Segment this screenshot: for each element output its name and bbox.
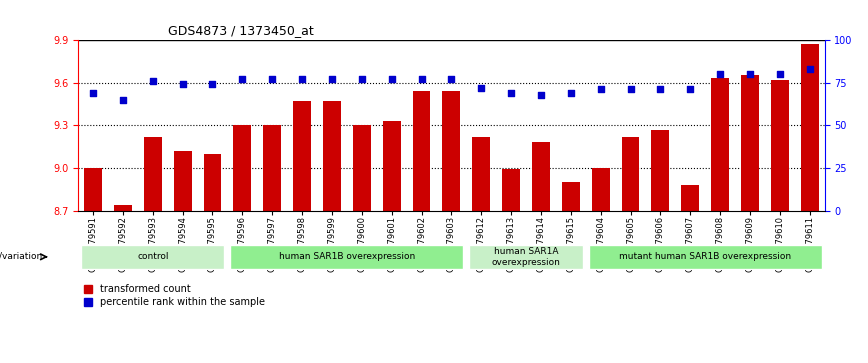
Bar bbox=[651, 130, 669, 211]
Point bbox=[295, 76, 309, 82]
Bar bbox=[323, 101, 341, 211]
Point bbox=[534, 91, 548, 97]
Bar bbox=[741, 76, 759, 211]
Bar bbox=[532, 142, 550, 211]
Bar bbox=[84, 168, 102, 211]
Text: genotype/variation: genotype/variation bbox=[0, 252, 43, 261]
Text: mutant human SAR1B overexpression: mutant human SAR1B overexpression bbox=[619, 252, 792, 261]
Legend: transformed count, percentile rank within the sample: transformed count, percentile rank withi… bbox=[83, 284, 266, 307]
Bar bbox=[621, 136, 640, 211]
Point bbox=[474, 85, 488, 91]
Bar bbox=[800, 44, 819, 211]
Text: control: control bbox=[137, 252, 168, 261]
Bar bbox=[443, 91, 460, 211]
FancyBboxPatch shape bbox=[230, 245, 464, 269]
Point bbox=[415, 76, 429, 82]
Point bbox=[206, 81, 220, 87]
Point bbox=[355, 76, 369, 82]
Bar bbox=[352, 125, 371, 211]
Text: human SAR1B overexpression: human SAR1B overexpression bbox=[279, 252, 415, 261]
Bar bbox=[472, 136, 490, 211]
Point bbox=[146, 78, 160, 84]
Bar bbox=[203, 154, 221, 211]
Point bbox=[385, 76, 398, 82]
Point bbox=[773, 71, 786, 77]
Bar bbox=[233, 125, 252, 211]
Point bbox=[803, 66, 817, 72]
Point bbox=[713, 71, 727, 77]
Point bbox=[504, 90, 518, 96]
Point bbox=[654, 86, 667, 92]
Text: GDS4873 / 1373450_at: GDS4873 / 1373450_at bbox=[168, 24, 313, 37]
Bar bbox=[592, 168, 609, 211]
Point bbox=[266, 76, 279, 82]
Bar bbox=[771, 80, 789, 211]
Bar bbox=[144, 136, 161, 211]
Bar bbox=[562, 182, 580, 211]
Point bbox=[683, 86, 697, 92]
Bar bbox=[174, 151, 192, 211]
Bar bbox=[293, 101, 311, 211]
Bar bbox=[114, 205, 132, 211]
Bar bbox=[263, 125, 281, 211]
Point bbox=[175, 81, 189, 87]
Point bbox=[564, 90, 578, 96]
Point bbox=[623, 86, 637, 92]
Text: human SAR1A
overexpression: human SAR1A overexpression bbox=[491, 247, 561, 266]
Point bbox=[86, 90, 100, 96]
Bar bbox=[412, 91, 431, 211]
Bar bbox=[681, 185, 700, 211]
Bar bbox=[502, 169, 520, 211]
FancyBboxPatch shape bbox=[589, 245, 822, 269]
Point bbox=[444, 76, 458, 82]
Point bbox=[594, 86, 608, 92]
Point bbox=[743, 71, 757, 77]
Bar bbox=[711, 78, 729, 211]
FancyBboxPatch shape bbox=[470, 245, 582, 269]
Point bbox=[116, 97, 130, 103]
FancyBboxPatch shape bbox=[81, 245, 225, 269]
Point bbox=[325, 76, 339, 82]
Point bbox=[235, 76, 249, 82]
Bar bbox=[383, 121, 401, 211]
